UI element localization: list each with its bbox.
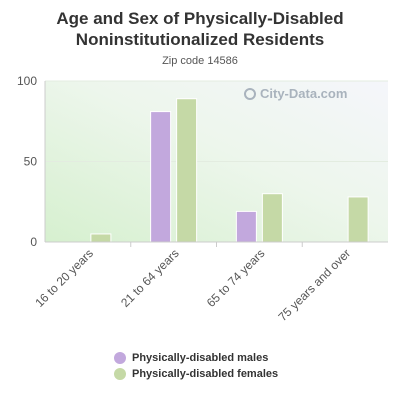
watermark: City-Data.com xyxy=(244,86,347,101)
legend-swatch-females xyxy=(114,368,126,380)
bar-females xyxy=(176,98,198,243)
y-tick-label: 0 xyxy=(30,235,37,249)
bar-females xyxy=(261,193,283,243)
x-tick-label: 16 to 20 years xyxy=(32,246,96,310)
x-tick-label: 65 to 74 years xyxy=(204,246,268,310)
legend-label-females: Physically-disabled females xyxy=(132,368,279,380)
chart-subtitle: Zip code 14586 xyxy=(162,55,238,67)
chart-title: Age and Sex of Physically-Disabled Nonins… xyxy=(0,8,400,50)
legend-item-females: Physically-disabled females xyxy=(114,366,278,382)
y-tick-label: 50 xyxy=(24,155,38,169)
bar-males xyxy=(235,210,257,243)
x-tick-label: 75 years and over xyxy=(275,246,353,324)
x-tick-label: 21 to 64 years xyxy=(118,246,182,310)
legend-item-males: Physically-disabled males xyxy=(114,350,278,366)
legend: Physically-disabled males Physically-dis… xyxy=(114,350,278,382)
legend-swatch-males xyxy=(114,352,126,364)
legend-label-males: Physically-disabled males xyxy=(132,352,269,364)
y-tick-label: 100 xyxy=(17,74,37,88)
chart-title-line-2: Noninstitutionalized Residents xyxy=(75,30,325,49)
chart-title-line-1: Age and Sex of Physically-Disabled xyxy=(56,9,344,28)
watermark-text: City-Data.com xyxy=(260,86,348,101)
bar-females xyxy=(90,233,112,243)
bar-males xyxy=(150,111,172,243)
bar-females xyxy=(347,196,369,243)
magnifier-icon xyxy=(244,87,256,100)
